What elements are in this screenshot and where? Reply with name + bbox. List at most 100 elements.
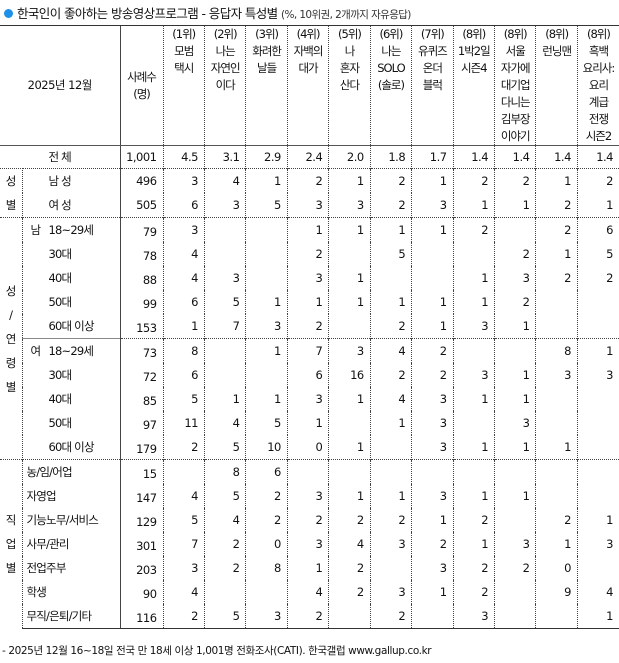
bullet-icon (4, 9, 13, 18)
group-label: 성 / 연 령 별 (0, 217, 23, 460)
data-cell: 8 (203, 459, 246, 484)
data-cell: 1 (286, 217, 329, 242)
table-row: 기능노무/서비스 129 5 4 2 2 2 2 1 2 2 1 (0, 508, 619, 532)
data-cell: 6 (245, 459, 288, 484)
row-count: 147 (119, 484, 164, 508)
data-cell: 2 (494, 290, 536, 314)
data-cell (328, 604, 371, 629)
data-cell: 1 (535, 435, 578, 460)
data-cell: 2 (369, 314, 412, 339)
data-cell: 3 (162, 217, 205, 242)
data-cell: 2 (369, 604, 412, 629)
data-cell: 3 (411, 484, 454, 508)
column-name: 서울 자가에 대기업 다니는 김부장 이야기 (500, 44, 531, 143)
data-cell: 1 (452, 193, 495, 218)
table-row: 무직/은퇴/기타 116 2 5 3 2 2 3 1 (0, 604, 619, 629)
data-cell: 3 (203, 193, 246, 218)
row-label-text: 40대 (48, 392, 73, 406)
data-cell: 5 (203, 484, 246, 508)
data-cell: 1 (328, 266, 371, 290)
data-cell: 4 (203, 411, 246, 435)
row-label: 기능노무/서비스 (22, 508, 120, 532)
title-text: 한국인이 좋아하는 방송영상프로그램 - 응답자 특성별 (17, 6, 278, 21)
data-cell (369, 556, 412, 580)
column-name: 모범 택시 (174, 44, 194, 75)
data-cell: 1 (494, 363, 536, 387)
column-name: 유퀴즈 온더 블럭 (417, 44, 448, 92)
data-cell: 2 (411, 338, 454, 363)
data-cell: 3 (162, 168, 205, 193)
data-cell (494, 338, 536, 363)
data-cell: 3 (245, 314, 288, 339)
data-cell: 1 (369, 484, 412, 508)
data-cell: 1 (494, 484, 536, 508)
footnote: - 2025년 12월 16~18일 전국 만 18세 이상 1,001명 전화… (2, 645, 432, 657)
data-cell (328, 411, 371, 435)
row-label-text: 사무/관리 (26, 537, 70, 551)
data-cell: 1.4 (576, 145, 619, 169)
column-rank: (7위) (420, 27, 445, 41)
row-label: 30대 (22, 242, 120, 266)
table-row: 30대 78 4 2 5 2 1 5 (0, 242, 619, 266)
row-label: 학생 (22, 580, 120, 604)
data-cell: 3 (494, 532, 536, 556)
data-cell: 4.5 (162, 145, 205, 169)
data-cell: 1 (328, 217, 371, 242)
data-cell: 1 (411, 314, 454, 339)
data-cell: 4 (162, 484, 205, 508)
column-header: (4위) 자백의 대가 (286, 25, 329, 146)
column-rank: (5위) (338, 27, 362, 41)
table-row: 60대 이상 179 2 5 10 0 1 3 1 1 1 (0, 435, 619, 460)
table-row-total: 전 체 1,001 4.5 3.1 2.9 2.4 2.0 1.8 1.7 1.4 1.4 1.4 1.… (0, 145, 619, 169)
data-cell (494, 217, 536, 242)
data-cell (203, 363, 246, 387)
data-cell: 1 (286, 556, 329, 580)
data-cell (576, 290, 619, 314)
data-cell: 16 (328, 363, 371, 387)
data-cell (328, 459, 371, 484)
data-cell: 5 (203, 604, 246, 629)
count-header: 사례수 (명) (119, 25, 164, 146)
data-cell: 4 (203, 508, 246, 532)
data-cell: 1 (576, 193, 619, 218)
data-cell: 2 (203, 532, 246, 556)
data-cell: 5 (245, 193, 288, 218)
row-count: 90 (119, 580, 164, 604)
data-cell (203, 580, 246, 604)
column-name: 나는 SOLO (솔로) (377, 44, 405, 92)
column-rank: (1위) (172, 27, 196, 41)
data-cell: 2 (452, 508, 495, 532)
data-cell (369, 459, 412, 484)
row-count: 179 (119, 435, 164, 460)
row-label: 60대 이상 (22, 435, 120, 460)
row-count: 78 (119, 242, 164, 266)
data-cell: 2 (452, 217, 495, 242)
column-header: (5위) 나 혼자 산다 (328, 25, 371, 146)
column-rank: (6위) (379, 27, 403, 41)
row-count: 72 (119, 363, 164, 387)
data-cell: 2 (535, 217, 578, 242)
row-count: 116 (119, 604, 164, 629)
data-cell: 3 (286, 193, 329, 218)
data-cell: 1 (411, 580, 454, 604)
data-cell: 1 (245, 387, 288, 411)
row-label: 남 성 (22, 168, 121, 193)
column-header: (3위) 화려한 날들 (245, 25, 288, 146)
data-cell: 1 (452, 435, 495, 460)
column-header: (8위) 흑백 요리사: 요리 계급 전쟁 시즌2 (576, 25, 619, 146)
data-cell: 2 (328, 508, 371, 532)
data-cell: 1 (452, 387, 495, 411)
data-cell: 4 (162, 242, 205, 266)
column-rank: (8위) (503, 27, 528, 41)
data-cell (576, 387, 619, 411)
row-label-text: 50대 (48, 295, 73, 309)
data-cell (494, 459, 536, 484)
row-label: 여 18~29세 (22, 338, 121, 363)
data-cell: 1.4 (535, 145, 578, 169)
column-header: (1위) 모범 택시 (162, 25, 205, 146)
data-cell: 3 (411, 411, 454, 435)
row-count: 129 (119, 508, 164, 532)
column-header: (8위) 1박2일 시즌4 (452, 25, 495, 146)
data-cell (494, 508, 536, 532)
data-cell: 4 (162, 266, 205, 290)
